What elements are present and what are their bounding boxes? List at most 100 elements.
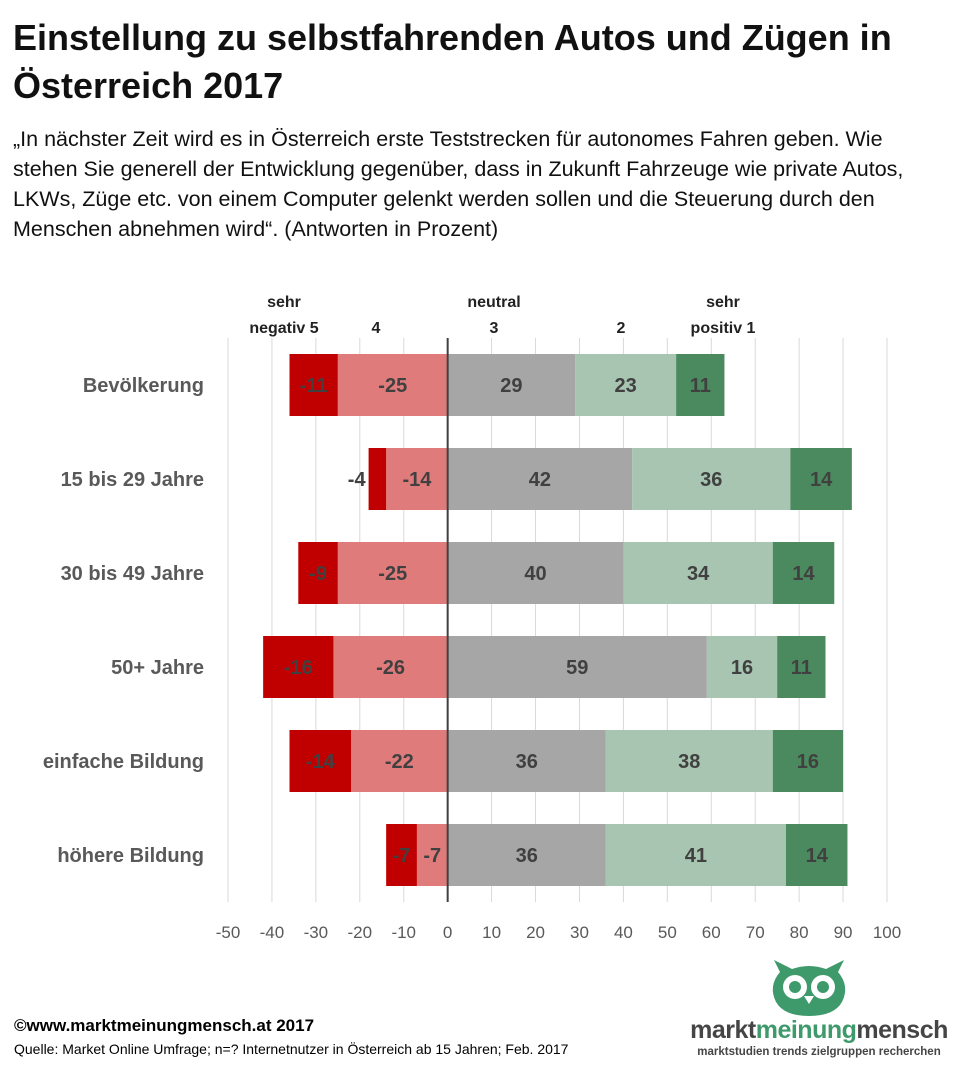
x-tick-labels: -50 -40 -30 -20 -10 0 10 20 30 40 50 60 70 80 90 100 <box>216 923 901 942</box>
bar-segment <box>772 730 844 792</box>
column-header: positiv 1 <box>691 320 756 337</box>
data-label: 14 <box>810 469 833 491</box>
bar-segment <box>289 354 338 416</box>
bar-segment <box>416 824 448 886</box>
value-labels: -25 -11 29 23 11 -14 -4 42 36 14 -25 -9 40 34 14 -26 -16… <box>284 375 833 867</box>
data-label: -14 <box>402 469 432 491</box>
data-label: -26 <box>376 657 405 679</box>
data-label: 42 <box>529 469 551 491</box>
x-tick-label: 40 <box>614 923 633 942</box>
x-tick-label: -50 <box>216 923 241 942</box>
column-header: neutral <box>467 294 520 311</box>
category-label: Bevölkerung <box>83 375 204 397</box>
data-label: 16 <box>731 657 753 679</box>
data-label: 36 <box>516 751 538 773</box>
source-note: Quelle: Market Online Umfrage; n=? Inter… <box>14 1041 569 1057</box>
data-label: 23 <box>614 375 636 397</box>
copyright: ©www.marktmeinungmensch.at 2017 <box>14 1016 315 1035</box>
column-header: sehr <box>706 294 740 311</box>
x-tick-label: -30 <box>304 923 329 942</box>
data-label: 59 <box>566 657 588 679</box>
x-tick-label: 100 <box>873 923 901 942</box>
bar-segment <box>386 448 448 510</box>
x-tick-label: 50 <box>658 923 677 942</box>
x-tick-label: 80 <box>790 923 809 942</box>
bar-segment <box>623 542 773 604</box>
bar-segment <box>676 354 725 416</box>
bar-segment <box>447 542 624 604</box>
category-label: 30 bis 49 Jahre <box>61 563 204 585</box>
data-label: -9 <box>309 563 327 585</box>
bars <box>263 354 852 886</box>
brand-wordmark: marktmeinungmensch <box>688 1016 950 1045</box>
chart-subtitle: „In nächster Zeit wird es in Österreich … <box>13 127 904 241</box>
data-label: 34 <box>687 563 710 585</box>
x-tick-label: 60 <box>702 923 721 942</box>
bar-segment <box>263 636 334 698</box>
column-headers: sehr negativ 5 4 neutral 3 2 sehr positiv 1 <box>249 294 755 337</box>
brand-tagline: marktstudien trends zielgruppen recherch… <box>697 1046 941 1058</box>
brand-word-2: meinung <box>755 1016 857 1044</box>
brand-word-1: markt <box>690 1016 756 1044</box>
bar-segment <box>447 730 606 792</box>
column-header: negativ 5 <box>249 320 318 337</box>
data-label: -14 <box>306 751 336 773</box>
bar-segment <box>351 730 448 792</box>
owl-icon <box>772 960 846 1016</box>
x-tick-label: 0 <box>443 923 452 942</box>
column-header: 2 <box>617 320 626 337</box>
bar-segment <box>337 542 448 604</box>
column-header: sehr <box>267 294 301 311</box>
x-tick-label: 20 <box>526 923 545 942</box>
data-label: -7 <box>393 845 411 867</box>
bar-segment <box>785 824 848 886</box>
x-tick-label: -10 <box>391 923 416 942</box>
data-label: 41 <box>685 845 707 867</box>
data-label: -22 <box>385 751 414 773</box>
bar-segment <box>706 636 778 698</box>
column-header: 3 <box>490 320 499 337</box>
column-header: 4 <box>372 320 381 337</box>
category-label: einfache Bildung <box>43 751 204 773</box>
data-label: 14 <box>792 563 815 585</box>
brand-word-3: mensch <box>856 1016 948 1044</box>
data-label: 16 <box>797 751 819 773</box>
data-label: 40 <box>524 563 546 585</box>
bar-segment <box>447 448 633 510</box>
bar-segment <box>790 448 852 510</box>
bar-segment <box>298 542 338 604</box>
data-label: -7 <box>423 845 441 867</box>
x-tick-label: 90 <box>834 923 853 942</box>
bar-segment <box>386 824 417 886</box>
bar-segment <box>575 354 677 416</box>
data-label: 11 <box>791 657 812 679</box>
x-tick-label: 10 <box>482 923 501 942</box>
bar-segment <box>632 448 791 510</box>
x-tick-label: 30 <box>570 923 589 942</box>
bar-segment <box>772 542 835 604</box>
bar-segment <box>447 636 707 698</box>
brand-logo: marktmeinungmensch marktstudien trends z… <box>688 960 950 1060</box>
bar-segment <box>289 730 352 792</box>
category-label: höhere Bildung <box>57 845 204 867</box>
category-label: 15 bis 29 Jahre <box>61 469 204 491</box>
data-label: -11 <box>300 375 328 397</box>
data-label: -25 <box>378 563 407 585</box>
category-labels: Bevölkerung 15 bis 29 Jahre 30 bis 49 Jahr… <box>43 375 204 867</box>
chart: -25-11 29 23 11-14-4 42 36 14-25-9 40 34 14-26-16… <box>43 294 901 942</box>
bar-segment <box>447 354 576 416</box>
bar-segment <box>605 824 786 886</box>
bar-segment <box>333 636 448 698</box>
data-label: 14 <box>806 845 829 867</box>
category-label: 50+ Jahre <box>111 657 204 679</box>
x-tick-label: 70 <box>746 923 765 942</box>
bar-segment <box>368 448 387 510</box>
data-label: -4 <box>348 469 367 491</box>
grid-lines <box>227 338 888 902</box>
data-label: 36 <box>516 845 538 867</box>
chart-title: Einstellung zu selbstfahrenden Autos und… <box>13 17 892 106</box>
data-label: 36 <box>700 469 722 491</box>
bar-segment <box>777 636 826 698</box>
data-label: 38 <box>678 751 700 773</box>
data-label: 29 <box>500 375 522 397</box>
